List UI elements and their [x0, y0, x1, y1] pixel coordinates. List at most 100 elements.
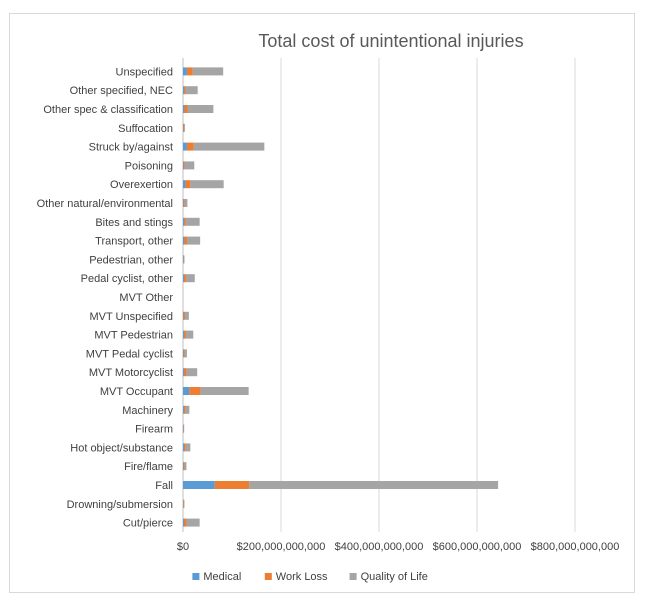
bar-work-loss	[183, 330, 186, 339]
bar-medical	[183, 161, 184, 170]
bar-work-loss	[184, 105, 188, 113]
category-label: Struck by/against	[89, 142, 173, 154]
bar-work-loss	[183, 462, 185, 471]
bar-work-loss	[214, 481, 250, 489]
chart-title: Total cost of unintentional injuries	[258, 31, 523, 51]
x-tick-label: $600,000,000,000	[433, 541, 522, 553]
category-label: Drowning/submersion	[67, 499, 173, 511]
bar-medical	[183, 387, 190, 395]
x-axis-tick-labels: $0 $200,000,000,000 $400,000,000,000 $600,0…	[177, 541, 619, 553]
bar-work-loss	[183, 311, 185, 320]
legend-label: Medical	[203, 571, 241, 583]
bar-work-loss	[185, 180, 191, 189]
bar-medical	[183, 180, 186, 189]
bar-medical	[183, 405, 184, 414]
bar-quality-of-life	[186, 518, 200, 527]
legend-swatch-quality-of-life	[349, 573, 357, 580]
bar-medical	[183, 349, 184, 358]
gridlines	[182, 58, 576, 532]
category-label: MVT Pedestrian	[94, 330, 173, 342]
x-tick-label: $200,000,000,000	[237, 541, 326, 553]
category-label: Suffocation	[118, 123, 173, 135]
bar-quality-of-life	[249, 481, 499, 489]
bar-medical	[183, 311, 184, 320]
legend-label: Work Loss	[276, 571, 328, 583]
category-label: Hot object/substance	[70, 442, 173, 454]
category-labels: Unspecified Other specified, NEC Other spe…	[37, 66, 174, 529]
x-tick-label: $800,000,000,000	[531, 541, 620, 553]
category-label: Firearm	[135, 424, 173, 436]
bar-medical	[183, 236, 185, 245]
bar-quality-of-life	[184, 123, 186, 132]
category-label: MVT Occupant	[100, 386, 173, 398]
bar-quality-of-life	[184, 349, 187, 358]
category-label: Pedal cyclist, other	[81, 273, 174, 285]
bar-work-loss	[183, 161, 185, 170]
bar-work-loss	[183, 349, 185, 358]
bar-medical	[183, 142, 187, 151]
category-label: MVT Motorcyclist	[89, 367, 173, 379]
bar-work-loss	[183, 86, 186, 95]
bar-quality-of-life	[185, 405, 190, 414]
bar-quality-of-life	[183, 499, 185, 508]
legend-label: Quality of Life	[361, 571, 428, 583]
bar-medical	[183, 443, 184, 452]
category-label: MVT Pedal cyclist	[86, 348, 173, 360]
bar-quality-of-life	[200, 387, 249, 395]
bar-work-loss	[183, 274, 186, 283]
bar-quality-of-life	[185, 443, 191, 452]
bar-quality-of-life	[183, 424, 185, 433]
legend-swatch-work-loss	[264, 573, 272, 580]
legend: Medical Work Loss Quality of Life	[192, 571, 428, 583]
bar-medical	[183, 330, 184, 339]
bar-quality-of-life	[193, 142, 265, 151]
category-label: Other specified, NEC	[70, 85, 173, 97]
bar-quality-of-life	[184, 199, 188, 207]
chart-frame: Total cost of unintentional injuries Uns…	[9, 13, 635, 593]
bar-medical	[183, 217, 184, 226]
category-label: MVT Unspecified	[89, 311, 173, 323]
bar-medical	[183, 67, 187, 76]
x-tick-label: $0	[177, 541, 189, 553]
category-label: MVT Other	[119, 292, 173, 304]
bar-work-loss	[183, 443, 186, 452]
category-label: Other spec & classification	[43, 104, 173, 116]
bar-medical	[183, 462, 184, 471]
bar-quality-of-life	[184, 311, 189, 320]
category-label: Pedestrian, other	[89, 254, 173, 266]
bar-quality-of-life	[187, 105, 214, 113]
bar-work-loss	[183, 368, 187, 377]
bar-medical	[183, 86, 184, 95]
bar-work-loss	[189, 387, 201, 395]
category-label: Other natural/environmental	[37, 198, 173, 210]
bar-quality-of-life	[185, 274, 195, 283]
bar-quality-of-life	[185, 217, 200, 226]
bar-quality-of-life	[187, 236, 201, 245]
legend-swatch-medical	[192, 573, 200, 580]
category-label: Fall	[155, 480, 173, 492]
bar-medical	[183, 199, 184, 207]
bar-work-loss	[183, 405, 186, 414]
bar-work-loss	[186, 67, 193, 76]
bar-work-loss	[183, 499, 184, 508]
bar-quality-of-life	[184, 161, 195, 170]
bar-quality-of-life	[185, 330, 194, 339]
bar-quality-of-life	[183, 255, 185, 264]
category-label: Overexertion	[110, 179, 173, 191]
bar-quality-of-life	[192, 67, 224, 76]
bar-work-loss	[184, 236, 188, 245]
bar-medical	[183, 368, 184, 377]
bar-work-loss	[183, 217, 186, 226]
category-label: Poisoning	[125, 160, 173, 172]
x-tick-label: $400,000,000,000	[335, 541, 424, 553]
category-label: Machinery	[122, 405, 173, 417]
bar-work-loss	[183, 518, 187, 527]
bar-medical	[183, 274, 184, 283]
bar-work-loss	[183, 123, 185, 132]
bar-work-loss	[186, 142, 194, 151]
bar-work-loss	[183, 199, 185, 207]
category-label: Bites and stings	[95, 217, 173, 229]
category-label: Unspecified	[116, 66, 173, 78]
bar-medical	[183, 105, 185, 113]
bar-medical	[183, 518, 184, 527]
